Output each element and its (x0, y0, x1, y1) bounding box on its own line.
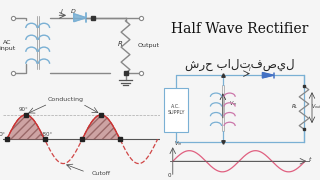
Text: $t$: $t$ (308, 155, 313, 163)
Polygon shape (74, 14, 86, 22)
Text: $D$: $D$ (70, 7, 76, 15)
Text: $V_m$: $V_m$ (229, 100, 238, 108)
Text: $I$: $I$ (248, 66, 252, 73)
Text: Output: Output (138, 43, 160, 48)
Text: Half Wave Rectifier: Half Wave Rectifier (171, 22, 309, 36)
FancyBboxPatch shape (164, 88, 188, 132)
Text: 90°: 90° (19, 107, 29, 112)
Text: A.C.
SUPPLY: A.C. SUPPLY (167, 104, 185, 115)
Text: Cutoff: Cutoff (92, 170, 110, 175)
Text: شرح بالتفصيل: شرح بالتفصيل (185, 58, 295, 71)
Text: $R_L$: $R_L$ (291, 102, 299, 111)
Text: $R$: $R$ (117, 39, 123, 48)
Polygon shape (262, 73, 274, 78)
Text: AC
input: AC input (0, 40, 15, 51)
Text: $V_{in}$: $V_{in}$ (174, 139, 182, 148)
Text: 0°: 0° (0, 132, 6, 137)
Text: 0: 0 (168, 173, 171, 178)
Text: $V_{out}$: $V_{out}$ (311, 102, 320, 111)
Text: Conducting: Conducting (47, 98, 83, 102)
Text: $I$: $I$ (60, 7, 63, 15)
Text: 180°: 180° (40, 132, 53, 137)
